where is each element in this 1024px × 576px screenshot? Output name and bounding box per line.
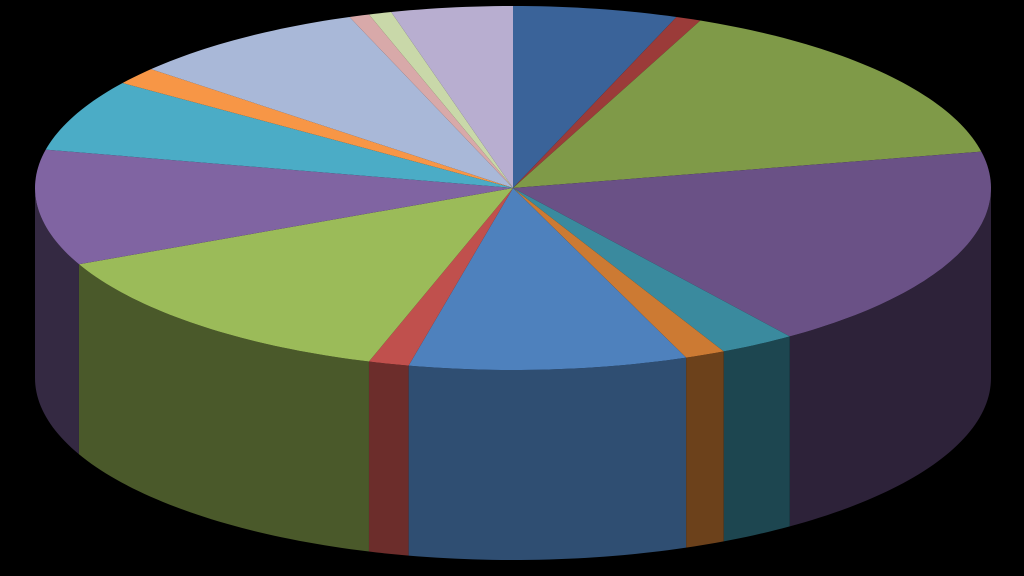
pie-slice-2	[513, 16, 701, 189]
pie-slice-8	[368, 188, 513, 366]
pie-slice-side-5	[723, 336, 790, 542]
pie-slice-1	[513, 6, 677, 188]
pie-slice-13	[150, 16, 514, 189]
pie-slice-3	[513, 20, 982, 189]
pie-slice-12	[122, 69, 514, 188]
pie-slice-16	[391, 6, 513, 188]
pie-slice-6	[513, 188, 724, 358]
pie-slice-side-7	[408, 357, 687, 560]
pie-slice-side-8	[368, 361, 409, 556]
pie-slice-9	[78, 188, 513, 362]
pie-slice-5	[513, 188, 790, 352]
pie-top-face	[35, 6, 991, 370]
pie-side-walls	[35, 188, 991, 560]
pie-slice-15	[368, 12, 513, 189]
pie-slice-10	[35, 149, 513, 265]
pie-slice-side-4	[789, 188, 991, 527]
pie-slice-11	[45, 83, 514, 188]
pie-slice-side-9	[78, 264, 369, 552]
pie-slice-side-10	[35, 188, 79, 455]
pie-slice-4	[513, 151, 991, 337]
pie-slice-7	[408, 188, 687, 370]
pie-slice-side-6	[686, 351, 724, 548]
pie-slice-14	[349, 14, 513, 188]
